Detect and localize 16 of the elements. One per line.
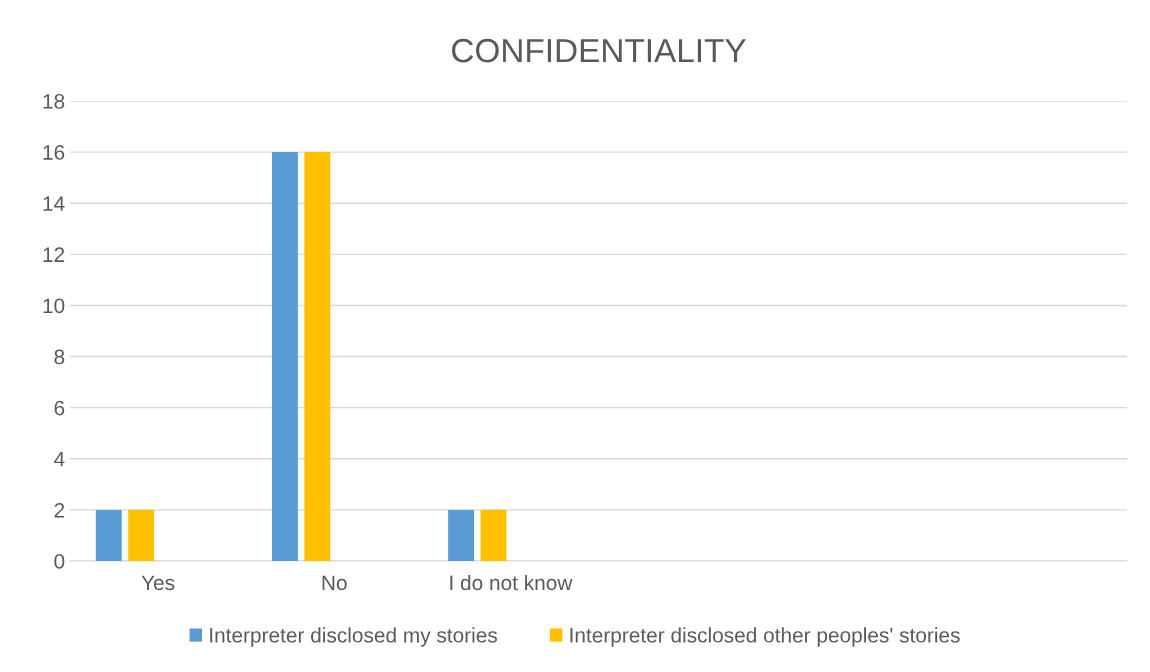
y-tick-label: 18: [43, 94, 65, 109]
chart-title: CONFIDENTIALITY: [452, 38, 746, 63]
y-tick-label: 16: [43, 145, 65, 160]
y-tick-label: 14: [43, 196, 65, 211]
y-tick-label: 0: [54, 554, 65, 569]
legend-label: Interpreter disclosed my stories: [210, 627, 497, 647]
legend-label: Interpreter disclosed other peoples' stories: [570, 627, 960, 647]
y-tick-label: 12: [43, 247, 65, 262]
y-tick-label: 4: [54, 451, 65, 467]
x-tick-label: I do not know: [450, 574, 573, 591]
x-tick-label: Yes: [141, 575, 175, 591]
y-tick-label: 2: [54, 502, 65, 518]
y-tick-label: 6: [54, 400, 65, 416]
y-tick-label: 8: [54, 349, 65, 365]
y-tick-label: 10: [43, 298, 65, 314]
x-tick-label: No: [322, 575, 347, 591]
